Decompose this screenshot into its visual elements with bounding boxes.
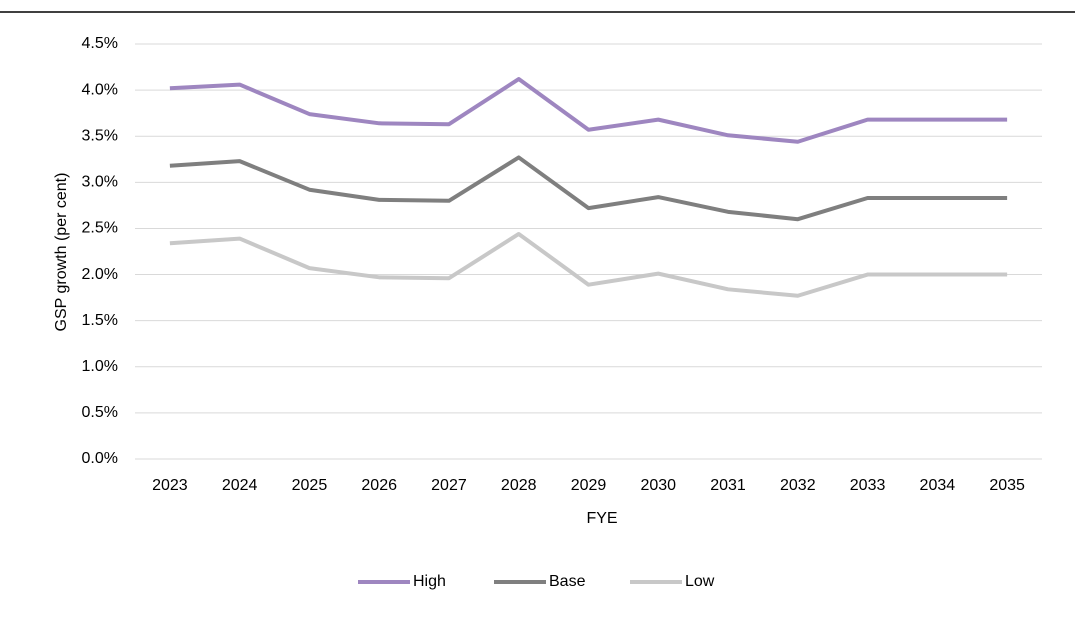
y-tick-label: 0.5% [82,404,118,421]
x-tick-label: 2033 [850,477,886,494]
legend-label: Low [685,573,715,590]
x-tick-label: 2031 [710,477,746,494]
series-line [169,155,1008,222]
y-tick-label: 4.0% [82,81,118,98]
series-line [169,231,1008,298]
y-tick-label: 4.5% [82,35,118,52]
y-tick-label: 1.0% [82,358,118,375]
x-tick-label: 2032 [780,477,816,494]
x-tick-label: 2025 [292,477,328,494]
x-tick-label: 2030 [640,477,676,494]
y-tick-label: 3.5% [82,127,118,144]
x-axis-title: FYE [586,510,617,527]
legend-label: Base [549,573,586,590]
y-tick-label: 3.0% [82,174,118,191]
x-tick-label: 2027 [431,477,467,494]
y-tick-label: 0.0% [82,450,118,467]
x-tick-label: 2034 [920,477,956,494]
legend-label: High [413,573,446,590]
x-tick-label: 2023 [152,477,188,494]
y-tick-label: 2.0% [82,266,118,283]
y-tick-label: 1.5% [82,312,118,329]
x-tick-label: 2024 [222,477,258,494]
y-axis-title: GSP growth (per cent) [53,173,70,332]
x-tick-label: 2029 [571,477,607,494]
x-tick-label: 2035 [989,477,1025,494]
x-tick-label: 2028 [501,477,537,494]
y-tick-label: 2.5% [82,220,118,237]
series-line [169,77,1008,144]
x-tick-label: 2026 [361,477,397,494]
